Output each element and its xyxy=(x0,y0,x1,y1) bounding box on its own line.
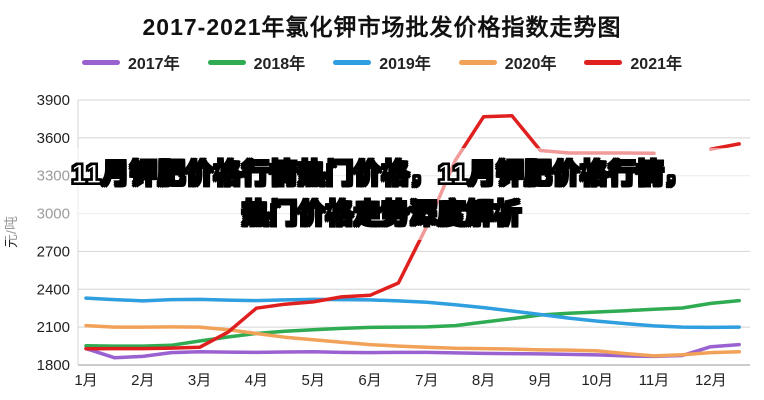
x-axis-labels: 1月 2月 3月 4月 5月 6月 7月 8月 9月 10月 11月 12月 xyxy=(74,372,726,389)
headline-overlay: 11月钾肥价格行情热门价格，11月钾肥价格行情， 热门价格走势深度解析 xyxy=(0,148,764,240)
legend-item-2020年: 2020年 xyxy=(458,50,557,74)
legend-label: 2019年 xyxy=(379,56,431,73)
headline-line1: 11月钾肥价格行情热门价格，11月钾肥价格行情， xyxy=(71,158,693,189)
headline-line2: 热门价格走势深度解析 xyxy=(241,198,522,229)
series-line-2020年 xyxy=(84,323,741,358)
x-tick-label: 10月 xyxy=(581,372,613,389)
y-tick-label: 3900 xyxy=(37,92,70,109)
chart-title: 2017-2021年氯化钾市场批发价格指数走势图 xyxy=(142,14,622,40)
chart-legend: 2017年 2018年 2019年 2020年 2021年 xyxy=(0,50,764,74)
x-tick-label: 11月 xyxy=(639,372,670,389)
legend-swatch-icon xyxy=(81,59,120,65)
x-tick-label: 2月 xyxy=(131,372,154,389)
legend-item-2017年: 2017年 xyxy=(81,50,180,74)
legend-swatch-icon xyxy=(584,59,623,65)
legend-swatch-icon xyxy=(333,59,372,65)
legend-item-2021年: 2021年 xyxy=(584,50,682,74)
x-tick-label: 3月 xyxy=(188,372,211,389)
y-tick-label: 3600 xyxy=(37,130,70,147)
legend-item-2018年: 2018年 xyxy=(207,50,306,74)
y-tick-label: 2400 xyxy=(37,281,70,298)
series-line-2019年 xyxy=(84,296,741,330)
series-line-2017年 xyxy=(84,342,741,360)
x-tick-label: 8月 xyxy=(472,372,495,389)
x-tick-label: 1月 xyxy=(74,372,97,389)
x-tick-label: 4月 xyxy=(245,372,268,389)
x-tick-label: 12月 xyxy=(695,372,727,389)
legend-swatch-icon xyxy=(458,59,497,65)
series-line-2018年 xyxy=(84,298,741,348)
legend-swatch-icon xyxy=(207,59,246,65)
y-tick-label: 2100 xyxy=(37,319,70,336)
x-tick-label: 7月 xyxy=(415,372,438,389)
legend-item-2019年: 2019年 xyxy=(333,50,431,74)
legend-label: 2021年 xyxy=(630,56,683,73)
legend-label: 2020年 xyxy=(504,56,557,73)
legend-label: 2017年 xyxy=(127,56,180,73)
line-chart: 18002100240027003000330036003900元/吨1月2月3… xyxy=(3,92,750,389)
y-tick-label: 1800 xyxy=(37,357,70,374)
x-tick-label: 5月 xyxy=(302,372,325,389)
legend-label: 2018年 xyxy=(253,56,306,73)
y-tick-label: 2700 xyxy=(37,243,70,260)
x-tick-label: 6月 xyxy=(358,372,381,389)
x-tick-label: 9月 xyxy=(529,372,552,389)
